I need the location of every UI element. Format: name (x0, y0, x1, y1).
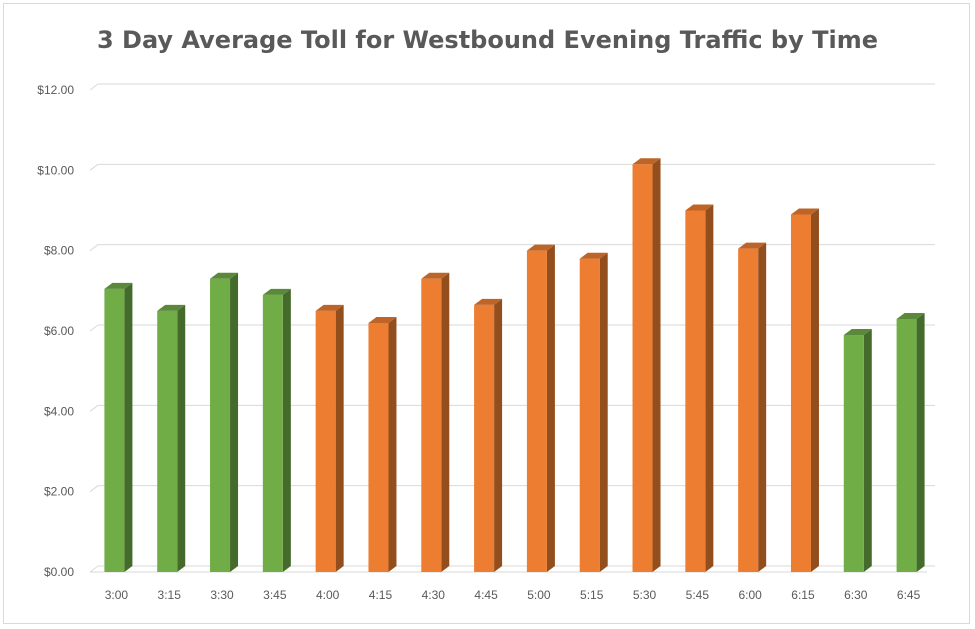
bar-top (474, 298, 503, 305)
bar-side (441, 272, 450, 572)
bar-front (843, 335, 864, 572)
bar-630[interactable] (843, 329, 872, 572)
bar-315[interactable] (157, 304, 186, 572)
gridline-depth (89, 244, 99, 252)
bar-side (652, 158, 661, 572)
x-tick-label: 5:15 (580, 588, 604, 602)
gridline-depth (89, 404, 99, 412)
y-tick-label: $10.00 (37, 163, 74, 177)
bar-side (124, 282, 133, 572)
bar-side (335, 304, 344, 572)
bar-300[interactable] (104, 282, 133, 572)
bar-515[interactable] (579, 252, 608, 572)
bar-side (916, 312, 925, 572)
bar-front (368, 322, 389, 572)
bar-530[interactable] (632, 158, 661, 572)
bar-top (896, 312, 925, 319)
bar-front (157, 310, 178, 572)
x-tick-label: 3:45 (263, 588, 287, 602)
bar-645[interactable] (896, 312, 925, 572)
bar-side (282, 288, 291, 572)
chart-title: 3 Day Average Toll for Westbound Evening… (97, 26, 878, 54)
gridline-depth (89, 83, 99, 91)
bar-front (896, 318, 917, 572)
x-tick-label: 5:45 (686, 588, 710, 602)
bar-front (685, 210, 706, 572)
bar-445[interactable] (474, 298, 503, 572)
bar-top (210, 272, 239, 279)
x-tick-label: 4:15 (369, 588, 393, 602)
bar-front (262, 294, 283, 572)
gridline-depth (89, 163, 99, 171)
bar-600[interactable] (738, 242, 767, 573)
bar-top (368, 316, 397, 323)
bar-500[interactable] (526, 244, 555, 572)
bar-top (738, 242, 767, 249)
y-tick-label: $6.00 (44, 324, 74, 338)
bar-top (526, 244, 555, 251)
bar-top (157, 304, 186, 311)
y-tick-label: $0.00 (44, 565, 74, 579)
y-tick-label: $8.00 (44, 244, 74, 258)
bar-top (104, 282, 133, 289)
bar-side (705, 204, 714, 572)
bar-side (230, 272, 239, 572)
bar-front (315, 310, 336, 572)
bar-side (388, 316, 397, 572)
bar-front (474, 304, 495, 572)
x-tick-label: 4:30 (422, 588, 446, 602)
bar-front (790, 214, 811, 572)
y-tick-label: $12.00 (37, 83, 74, 97)
x-tick-label: 3:30 (210, 588, 234, 602)
x-tick-label: 5:00 (527, 588, 551, 602)
x-tick-label: 6:15 (791, 588, 815, 602)
bar-400[interactable] (315, 304, 344, 572)
x-tick-label: 6:00 (738, 588, 762, 602)
bar-545[interactable] (685, 204, 714, 573)
y-tick-label: $4.00 (44, 404, 74, 418)
bar-330[interactable] (210, 272, 239, 572)
x-tick-label: 6:30 (844, 588, 868, 602)
bar-345[interactable] (262, 288, 291, 572)
bar-top (632, 158, 661, 165)
bar-front (579, 258, 600, 572)
bar-front (632, 164, 653, 572)
bar-side (810, 208, 819, 572)
y-tick-label: $2.00 (44, 485, 74, 499)
bar-615[interactable] (790, 208, 819, 572)
bar-top (790, 208, 819, 215)
bar-top (685, 204, 714, 211)
bar-side (599, 252, 608, 572)
bar-front (526, 250, 547, 572)
bar-side (494, 298, 503, 572)
gridline-depth (89, 565, 99, 573)
x-tick-label: 4:45 (474, 588, 498, 602)
bar-side (863, 329, 872, 572)
bar-side (177, 304, 186, 572)
bar-side (758, 242, 767, 573)
bar-top (579, 252, 608, 259)
bar-front (104, 288, 125, 572)
bar-front (210, 278, 231, 572)
bar-top (843, 329, 872, 336)
gridline-depth (89, 324, 99, 332)
gridline-depth (89, 485, 99, 493)
x-tick-label: 6:45 (897, 588, 921, 602)
bar-top (421, 272, 450, 279)
x-tick-label: 3:15 (158, 588, 182, 602)
bar-top (315, 304, 344, 311)
x-tick-label: 3:00 (105, 588, 129, 602)
bar-side (546, 244, 555, 572)
bar-front (738, 248, 759, 573)
bar-front (421, 278, 442, 572)
x-tick-label: 5:30 (633, 588, 657, 602)
bar-415[interactable] (368, 316, 397, 572)
bar-430[interactable] (421, 272, 450, 572)
bar-top (262, 288, 291, 295)
x-tick-label: 4:00 (316, 588, 340, 602)
